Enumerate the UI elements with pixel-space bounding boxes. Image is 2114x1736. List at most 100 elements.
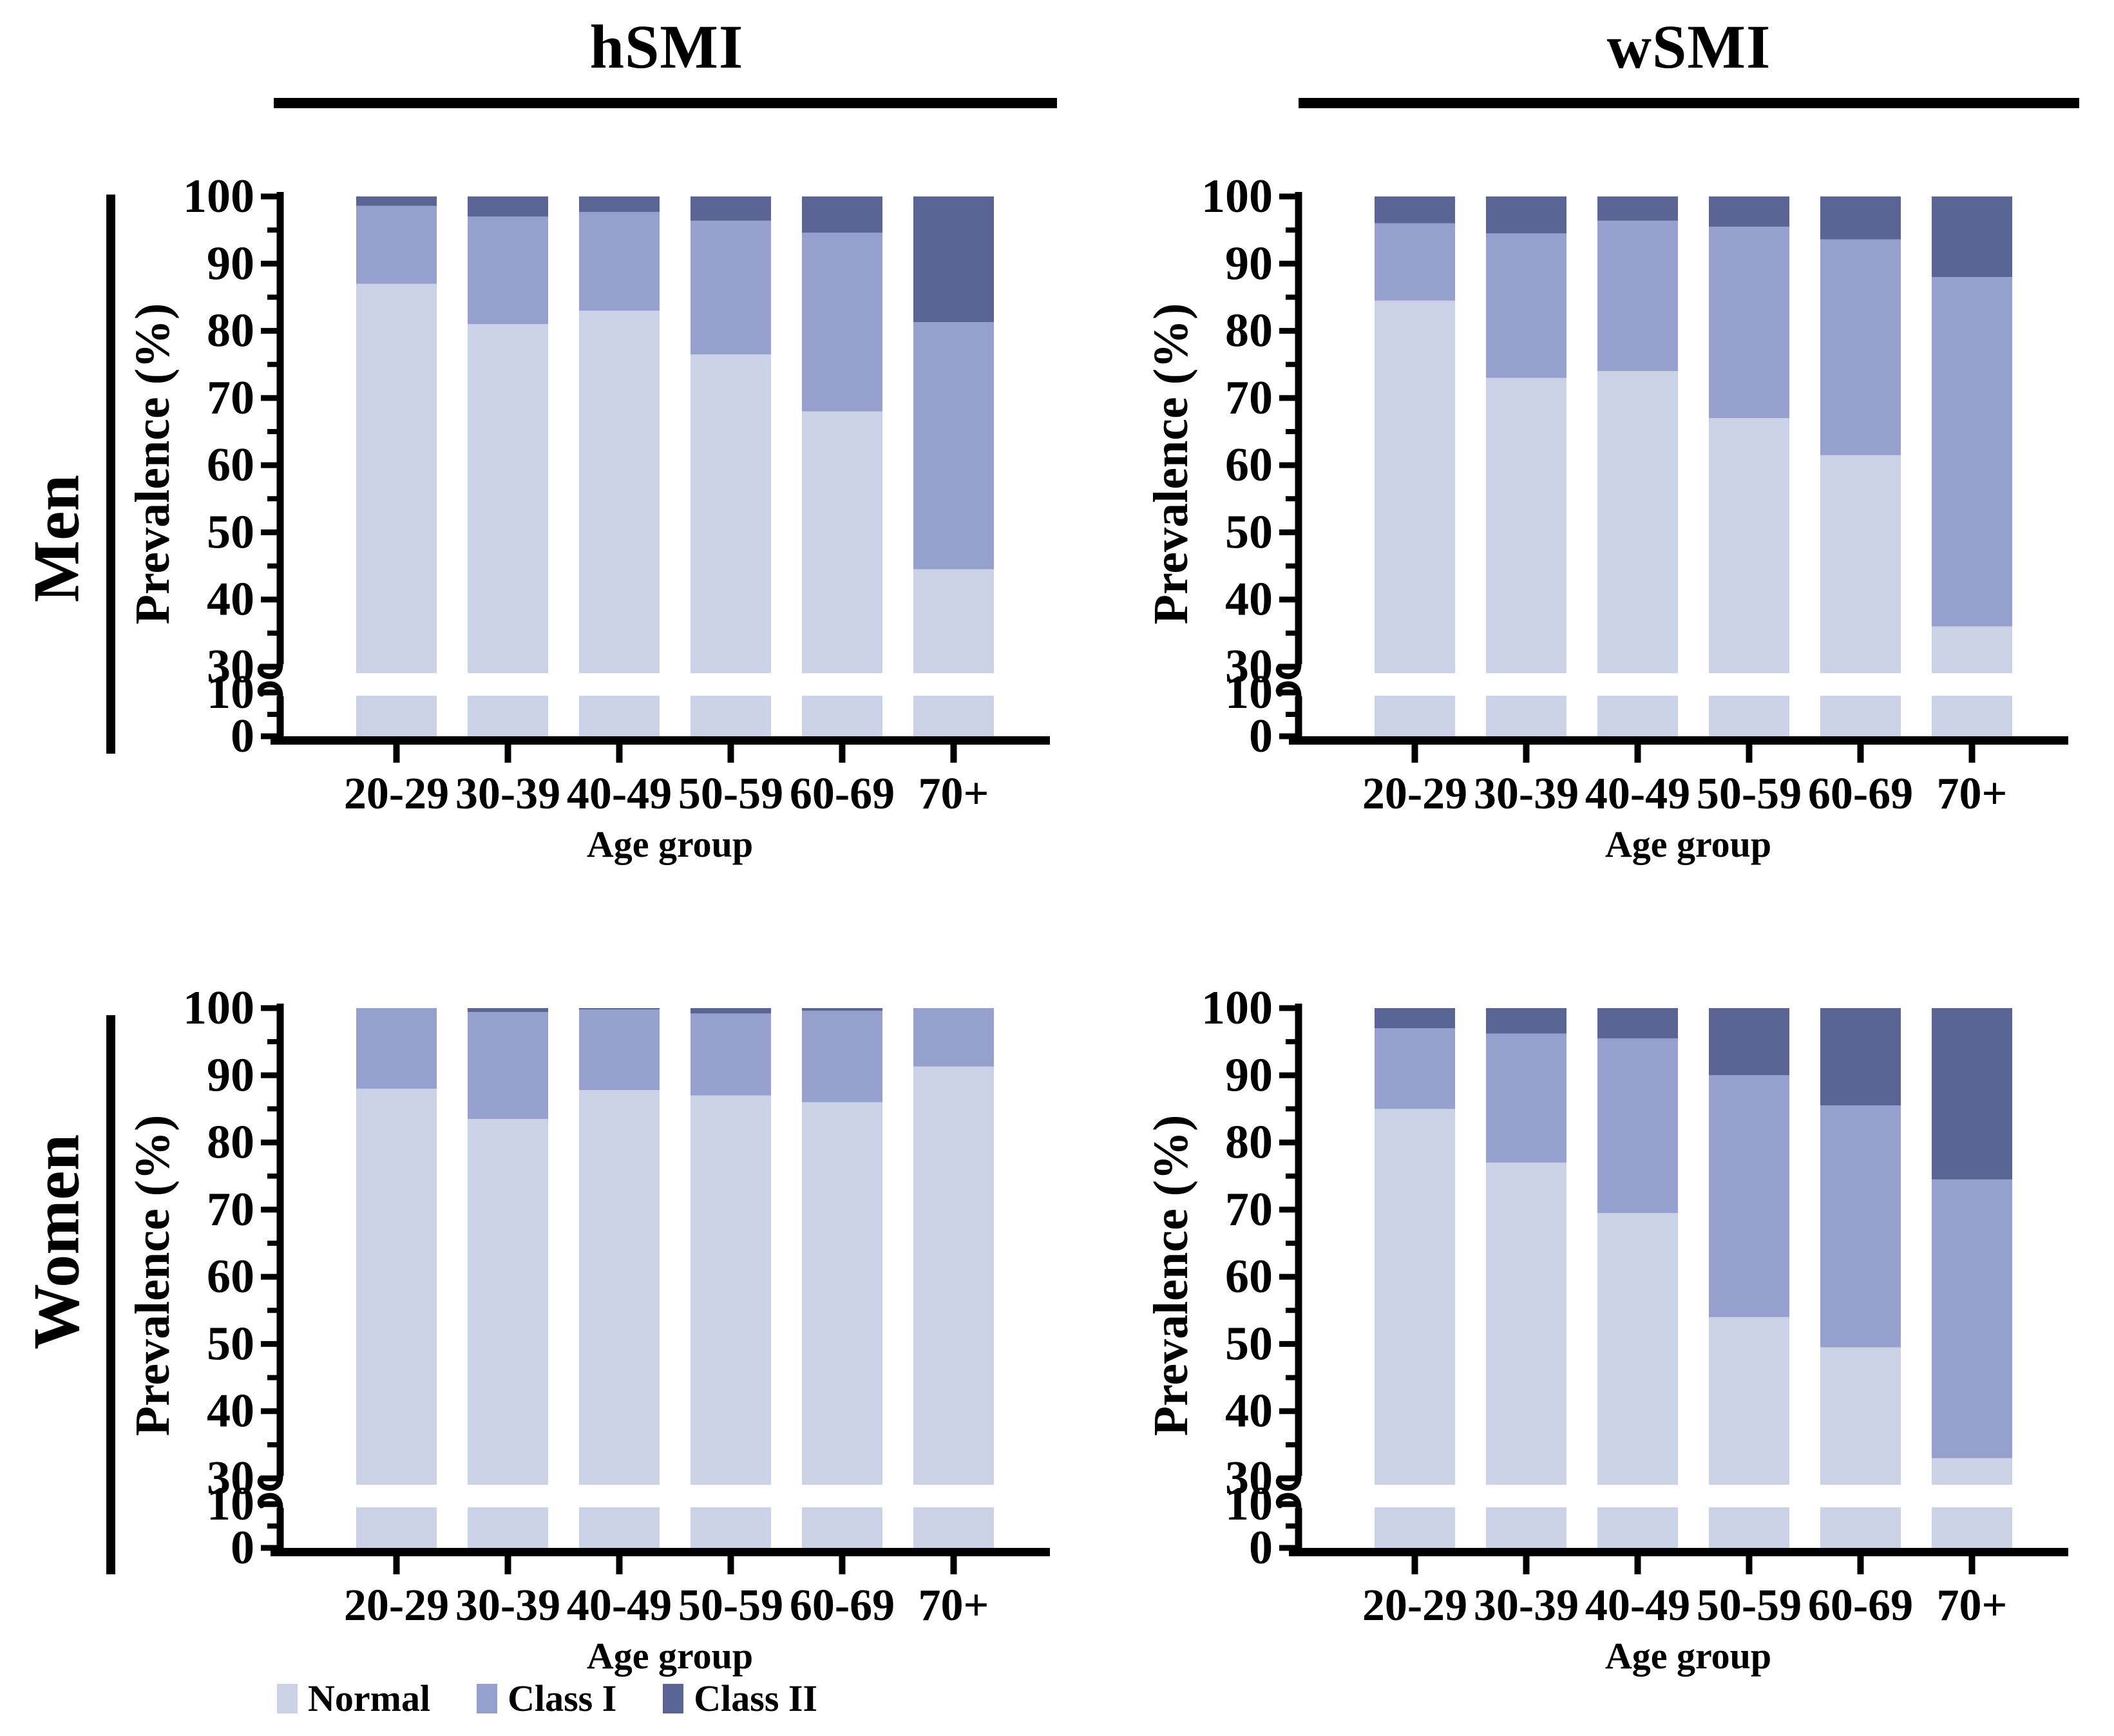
y-tick-label-0: 0	[1249, 1521, 1273, 1574]
y-tick-label-30: 30	[207, 640, 254, 693]
bar-normal-60-69	[1820, 455, 1901, 673]
bar-class1-40-49	[1597, 220, 1678, 372]
y-tick-label-70: 70	[1225, 372, 1273, 424]
column-underline-hsmi	[274, 98, 1057, 108]
x-tick-label-70+: 70+	[919, 769, 989, 819]
column-title-hsmi: hSMI	[589, 12, 744, 81]
bar-class2-60-69	[1820, 196, 1901, 240]
x-tick-label-60-69: 60-69	[1808, 769, 1913, 819]
x-axis-line	[271, 736, 1050, 745]
y-tick-label-90: 90	[1225, 237, 1273, 290]
y-axis-upper-segment	[276, 1004, 284, 1476]
y-tick-label-100: 100	[1201, 982, 1273, 1035]
bar-class1-50-59	[690, 220, 771, 355]
y-axis-upper-segment	[276, 192, 284, 664]
y-tick-label-70: 70	[1225, 1183, 1273, 1236]
bar-class2-50-59	[1709, 1008, 1789, 1076]
y-tick-label-30: 30	[1225, 640, 1273, 693]
bar-stub-20-29	[356, 1507, 437, 1549]
bar-class1-60-69	[802, 1011, 882, 1102]
bar-normal-30-39	[1486, 377, 1566, 673]
x-tick-label-30-39: 30-39	[1474, 769, 1579, 819]
bar-class2-40-49	[579, 1008, 660, 1010]
bar-normal-70+	[913, 1066, 994, 1485]
bar-normal-60-69	[1820, 1347, 1901, 1485]
bar-stub-70+	[913, 1507, 994, 1549]
chart-men-hsmi: 20-29 30-39 40-49 50-59 60-69 70+ 0 10 30 40 50 60 7…	[116, 161, 1069, 870]
y-axis-lower-segment	[1295, 1508, 1302, 1553]
x-tick-label-20-29: 20-29	[344, 769, 449, 819]
y-tick-label-90: 90	[207, 1049, 254, 1102]
x-tick-label-70+: 70+	[1937, 769, 2008, 819]
y-tick-label-80: 80	[207, 305, 254, 358]
bar-stub-30-39	[1486, 1507, 1566, 1549]
bar-normal-20-29	[1375, 300, 1455, 674]
bar-class1-60-69	[1820, 239, 1901, 455]
y-tick-label-70: 70	[207, 1183, 254, 1236]
y-axis-lower-segment	[276, 1508, 284, 1553]
y-axis-title: Prevalence (%)	[126, 1115, 180, 1436]
bar-stub-40-49	[579, 696, 660, 738]
bar-class2-50-59	[690, 196, 771, 221]
y-tick-label-60: 60	[1225, 1250, 1273, 1303]
bar-class1-70+	[1932, 1179, 2012, 1458]
x-axis-line	[271, 1548, 1050, 1556]
y-axis-title: Prevalence (%)	[126, 303, 180, 625]
bar-stub-30-39	[1486, 696, 1566, 738]
bar-stub-20-29	[1375, 1507, 1455, 1549]
x-axis-title: Age group	[1605, 1635, 1771, 1677]
y-tick-label-50: 50	[1225, 506, 1273, 558]
bar-stub-60-69	[802, 696, 882, 738]
bar-class2-60-69	[802, 196, 882, 233]
x-tick-label-70+: 70+	[919, 1581, 989, 1630]
bar-class2-20-29	[356, 196, 437, 206]
bar-class1-30-39	[468, 216, 548, 325]
bar-stub-50-59	[690, 696, 771, 738]
legend-swatch-normal	[277, 1684, 298, 1713]
bar-normal-40-49	[579, 1090, 660, 1485]
x-axis-line	[1289, 1548, 2068, 1556]
legend-label-normal: Normal	[308, 1677, 431, 1719]
bar-normal-40-49	[579, 310, 660, 673]
bar-stub-50-59	[690, 1507, 771, 1549]
x-tick-label-20-29: 20-29	[344, 1581, 449, 1630]
bar-class1-70+	[913, 322, 994, 569]
x-tick-label-20-29: 20-29	[1362, 769, 1467, 819]
y-tick-label-70: 70	[207, 372, 254, 424]
bar-normal-40-49	[1597, 371, 1678, 673]
x-axis-title: Age group	[587, 823, 753, 865]
bar-stub-70+	[1932, 1507, 2012, 1549]
bar-class2-40-49	[579, 196, 660, 212]
y-axis-lower-segment	[1295, 696, 1302, 741]
bar-class2-30-39	[468, 196, 548, 217]
bar-class1-70+	[1932, 277, 2012, 627]
y-tick-label-80: 80	[1225, 305, 1273, 358]
bar-stub-50-59	[1709, 1507, 1789, 1549]
bar-class2-60-69	[802, 1008, 882, 1011]
bar-class2-40-49	[1597, 1008, 1678, 1038]
column-title-wsmi: wSMI	[1606, 12, 1771, 81]
y-tick-label-40: 40	[1225, 1385, 1273, 1438]
y-axis-upper-segment	[1295, 192, 1302, 664]
chart-women-wsmi: 20-29 30-39 40-49 50-59 60-69 70+ 0 10 30 40 50 60 7…	[1134, 973, 2088, 1681]
bar-normal-30-39	[468, 324, 548, 674]
y-tick-label-80: 80	[1225, 1116, 1273, 1169]
bar-stub-60-69	[1820, 1507, 1901, 1549]
bar-class2-70+	[1932, 1008, 2012, 1179]
bar-normal-50-59	[1709, 1317, 1789, 1485]
legend-label-class-1: Class I	[508, 1677, 617, 1719]
y-axis-lower-segment	[276, 696, 284, 741]
bar-normal-20-29	[1375, 1109, 1455, 1485]
x-tick-label-60-69: 60-69	[1808, 1581, 1913, 1630]
bar-normal-50-59	[1709, 418, 1789, 673]
legend-item-class-1: Class I	[477, 1676, 616, 1721]
y-tick-label-60: 60	[1225, 439, 1273, 491]
x-tick-label-50-59: 50-59	[1697, 1581, 1802, 1630]
bar-normal-50-59	[690, 1095, 771, 1485]
x-axis-title: Age group	[1605, 823, 1771, 865]
x-tick-label-20-29: 20-29	[1362, 1581, 1467, 1630]
y-tick-label-10: 10	[1225, 1478, 1273, 1531]
bar-class1-60-69	[1820, 1105, 1901, 1348]
x-tick-label-30-39: 30-39	[1474, 1581, 1579, 1630]
